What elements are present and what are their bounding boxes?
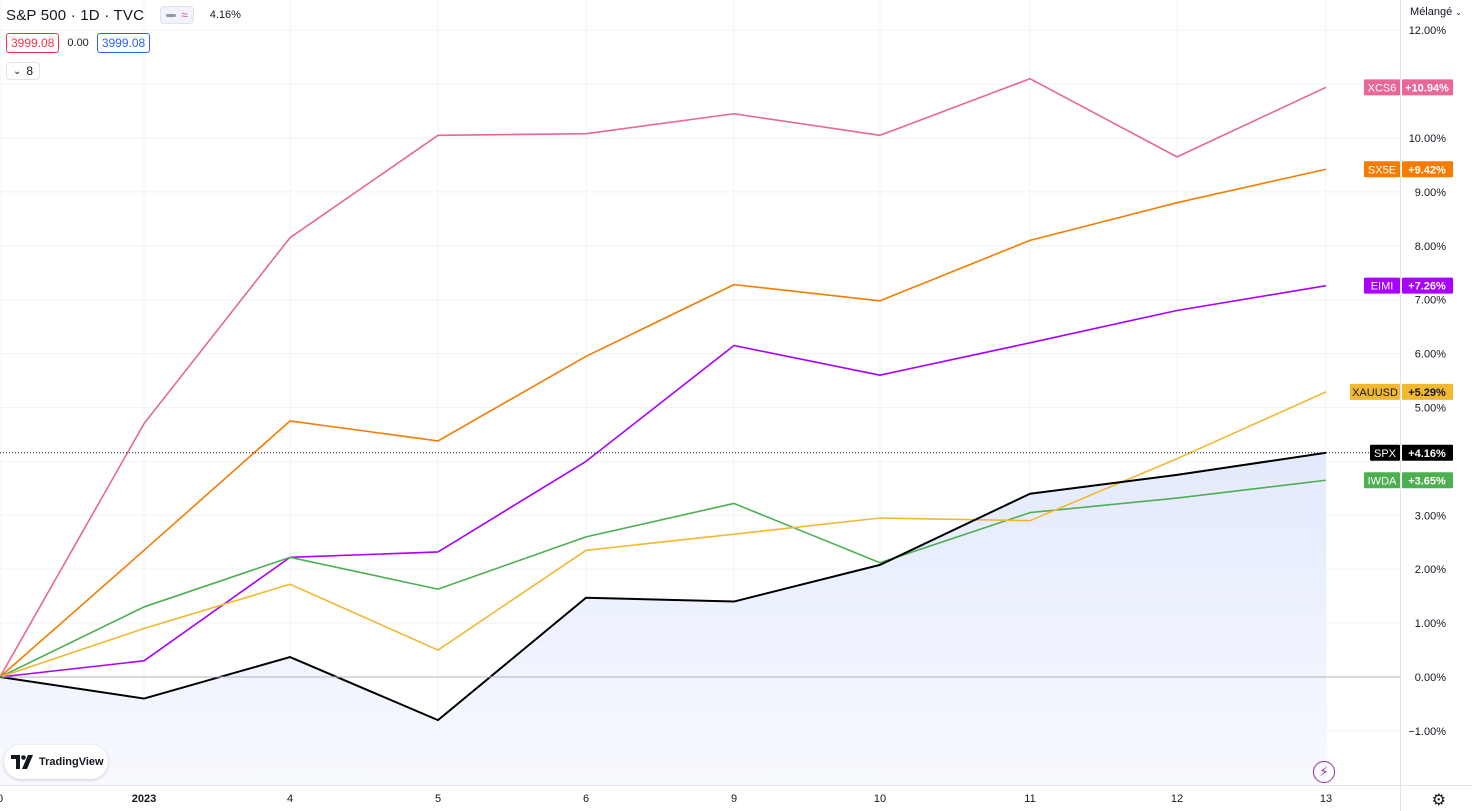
series-value-text: +5.29% [1408,387,1446,399]
y-tick-label: 6.00% [1415,349,1446,361]
spread-value: 0.00 [67,37,89,49]
line-style-icon [166,13,177,17]
series-value-text: +7.26% [1408,281,1446,293]
buy-button[interactable]: 3999.08 [96,33,151,53]
series-name-badge [1364,472,1400,489]
trade-panel: 3999.08 0.00 3999.08 [6,33,151,53]
x-tick-label: 12 [1171,793,1183,805]
series-value-text: +3.65% [1408,475,1446,487]
series-value-badge [1402,161,1453,178]
series-label-xcs6[interactable]: XCS6 +10.94% [1364,79,1453,96]
series-label-iwda[interactable]: IWDA +3.65% [1364,472,1453,489]
x-tick-label: 5 [435,793,441,805]
series-value-badge [1402,444,1453,461]
y-tick-label: 2.00% [1415,564,1446,576]
series-name-badge [1370,444,1400,461]
y-tick-label: 3.00% [1415,510,1446,522]
x-tick-label: 9 [731,793,737,805]
gear-icon[interactable]: ⚙ [1431,792,1446,809]
series-line-eimi[interactable] [0,284,1327,678]
y-tick-label: 0.00% [1415,672,1446,684]
y-tick-label: −1.00% [1408,726,1446,738]
series-name-text: IWDA [1368,475,1397,487]
symbol-change-pct: 4.16% [209,9,241,21]
y-tick-label: 1.00% [1415,618,1446,630]
sell-button[interactable]: 3999.08 [6,33,60,53]
series-value-badge [1402,79,1453,96]
scale-mode-menu[interactable]: Mélangé ⌄ [1410,6,1462,18]
series-value-text: +10.94% [1405,82,1449,94]
series-name-badge [1350,383,1400,400]
series-label-eimi[interactable]: EIMI +7.26% [1364,277,1453,294]
x-tick-label: 0 [0,793,3,805]
series-label-xauusd[interactable]: XAUUSD +5.29% [1350,383,1453,400]
series-label-spx[interactable]: SPX +4.16% [1370,444,1453,461]
series-name-badge [1364,79,1400,96]
approx-icon: ≈ [181,8,188,22]
visibility-toggle[interactable]: ≈ [160,6,194,24]
x-tick-label: 13 [1320,793,1332,805]
y-tick-label: 7.00% [1415,295,1446,307]
y-tick-label: 10.00% [1409,133,1447,145]
indicators-count: 8 [26,64,34,78]
y-tick-label: 9.00% [1415,187,1446,199]
series-name-text: XAUUSD [1352,387,1398,399]
x-tick-label: 4 [287,793,293,805]
series-line-xcs6[interactable] [0,77,1327,678]
tradingview-logo[interactable]: TradingView [4,745,108,779]
chevron-down-icon: ⌄ [1455,8,1462,17]
spx-area [0,452,1326,785]
series-lines [0,77,1400,722]
series-line-spx[interactable] [0,451,1327,722]
series-line-iwda[interactable] [0,479,1327,678]
series-value-text: +4.16% [1408,448,1446,460]
y-tick-label: 5.00% [1415,403,1446,415]
series-name-text: SX5E [1368,164,1396,176]
y-tick-label: 12.00% [1409,25,1447,37]
indicators-collapse-button[interactable]: ⌄ 8 [6,62,41,80]
series-line-xauusd[interactable] [0,391,1327,678]
series-name-badge [1364,161,1400,178]
x-tick-label: 2023 [132,793,156,805]
series-name-text: XCS6 [1368,82,1397,94]
scale-mode-label: Mélangé [1410,6,1453,18]
series-name-text: EIMI [1371,281,1394,293]
series-price-labels: XCS6 +10.94% SX5E +9.42% EIMI +7.26% XAUUSD +5.… [1350,79,1453,489]
series-name-text: SPX [1374,448,1397,460]
series-label-sx5e[interactable]: SX5E +9.42% [1364,161,1453,178]
symbol-title[interactable]: S&P 500 · 1D · TVC [6,6,145,24]
chevron-down-icon: ⌄ [13,65,22,77]
series-value-badge [1402,472,1453,489]
symbol-legend[interactable]: S&P 500 · 1D · TVC ≈ 4.16% [6,6,241,24]
series-name-badge [1364,277,1400,294]
series-value-badge [1402,277,1453,294]
spx-area-fill [0,452,1326,785]
tradingview-logo-text: TradingView [39,756,104,768]
series-value-badge [1402,383,1453,400]
tradingview-logo-icon [11,755,33,769]
x-tick-label: 10 [874,793,886,805]
y-tick-label: 8.00% [1415,241,1446,253]
x-tick-label: 6 [583,793,589,805]
lightning-icon[interactable]: ⚡ [1313,761,1335,783]
series-line-sx5e[interactable] [0,168,1327,678]
series-value-text: +9.42% [1408,164,1446,176]
x-tick-label: 11 [1024,793,1035,805]
